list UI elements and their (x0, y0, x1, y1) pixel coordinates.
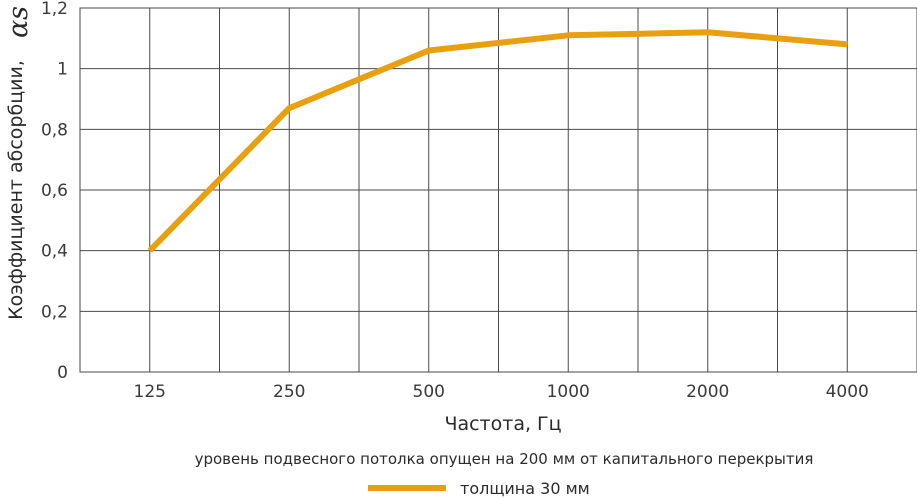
legend: толщина 30 мм (368, 477, 590, 499)
y-tick-label: 0,2 (41, 302, 68, 322)
x-tick-label: 2000 (686, 382, 729, 402)
legend-label: толщина 30 мм (460, 478, 590, 498)
y-axis-symbol: αs (3, 6, 34, 38)
y-tick-label: 0,4 (41, 242, 68, 262)
grid (79, 7, 917, 373)
legend-swatch (368, 485, 446, 491)
y-tick-label: 0,6 (41, 181, 68, 201)
x-tick-label: 4000 (826, 382, 869, 402)
y-tick-label: 0 (57, 363, 68, 383)
y-tick-label: 0,8 (41, 120, 68, 140)
x-tick-label: 1000 (547, 382, 590, 402)
x-tick-label: 125 (134, 382, 166, 402)
y-tick-label: 1 (57, 60, 68, 80)
x-axis-title: Частота, Гц (444, 413, 561, 435)
y-tick-label: 1,2 (41, 0, 68, 19)
x-tick-label: 500 (413, 382, 445, 402)
x-tick-label: 250 (273, 382, 305, 402)
y-axis-ticks: 0 0,2 0,4 0,6 0,8 1 1,2 (41, 0, 68, 383)
y-axis-title: Коэффициент абсорбции, (5, 60, 27, 320)
series-line (147, 29, 848, 253)
x-axis-ticks: 125 250 500 1000 2000 4000 (134, 382, 869, 402)
chart-note: уровень подвесного потолка опущен на 200… (194, 450, 814, 468)
series-layer (147, 29, 848, 253)
